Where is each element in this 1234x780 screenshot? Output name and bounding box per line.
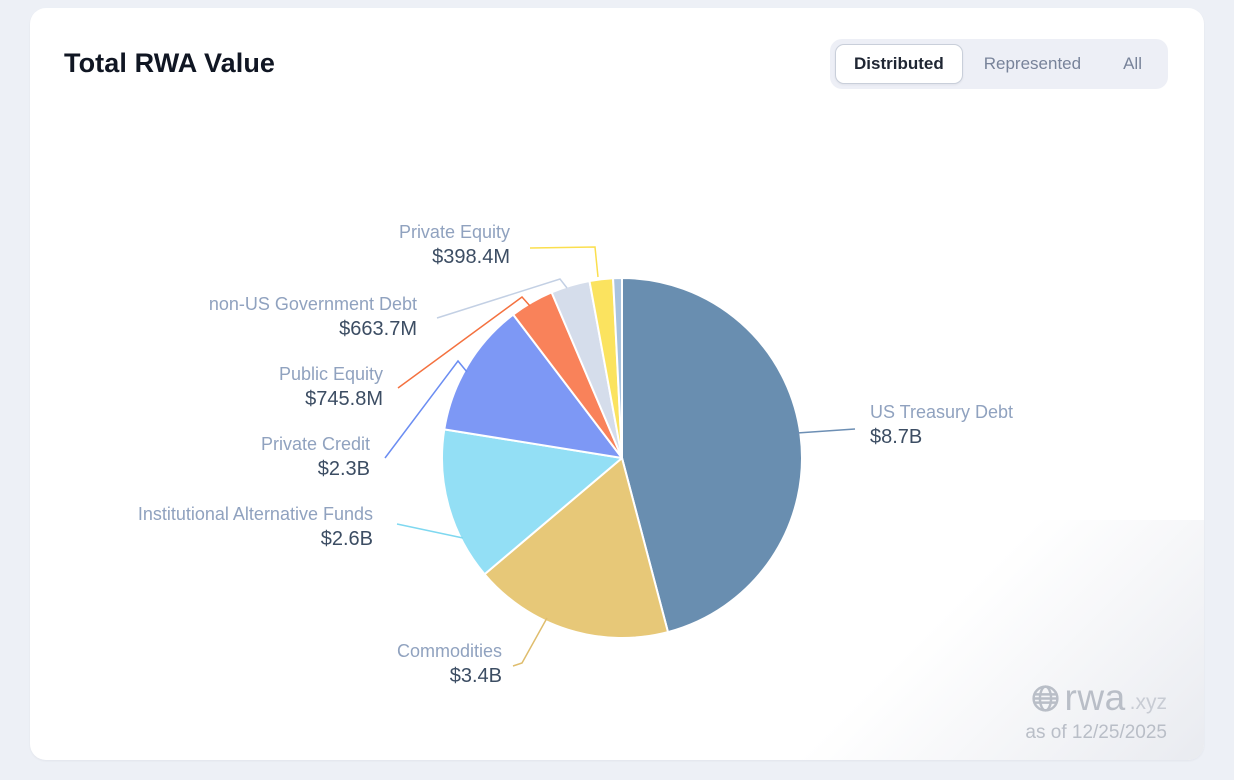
- slice-name: Commodities: [396, 641, 502, 661]
- slice-name: Private Equity: [398, 222, 510, 242]
- pie-slice-unlabeled[interactable]: [612, 276, 623, 459]
- as-of-date: as of 12/25/2025: [1025, 722, 1167, 743]
- pie-slice-private-credit[interactable]: [443, 313, 623, 459]
- callout-private-equity: Private Equity $398.4M: [399, 220, 510, 270]
- leader-line-private-equity: [529, 246, 599, 278]
- globe-icon: [1030, 683, 1061, 714]
- view-toggle: Distributed Represented All: [830, 39, 1168, 89]
- chart-title: Total RWA Value: [64, 48, 276, 78]
- slice-name: Public Equity: [278, 364, 383, 384]
- callout-us-treasury-debt: US Treasury Debt $8.7B: [870, 400, 1013, 450]
- slice-value: $8.7B: [870, 426, 923, 448]
- callout-non-us-government-debt: non-US Government Debt $663.7M: [209, 292, 417, 342]
- slice-name: non-US Government Debt: [208, 294, 417, 314]
- pie-slice-commodities[interactable]: [483, 457, 669, 639]
- toggle-distributed[interactable]: Distributed: [835, 44, 963, 84]
- slice-name: Institutional Alternative Funds: [137, 504, 373, 524]
- pie-slice-us-treasury-debt[interactable]: [621, 277, 803, 634]
- slice-name: US Treasury Debt: [870, 402, 1014, 422]
- slice-value: $398.4M: [432, 246, 510, 268]
- total-rwa-value-card: Total RWA Value Distributed Represented …: [30, 8, 1204, 760]
- leader-line-private-credit: [384, 359, 468, 459]
- rwa-xyz-watermark: rwa .xyz as of 12/25/2025: [1025, 677, 1167, 744]
- callout-institutional-alternative-funds: Institutional Alternative Funds $2.6B: [138, 502, 373, 552]
- brand-suffix-text: .xyz: [1129, 691, 1167, 714]
- callout-commodities: Commodities $3.4B: [397, 639, 502, 689]
- leader-line-institutional-alternative-funds: [396, 523, 464, 539]
- slice-name: Private Credit: [260, 434, 370, 454]
- slice-value: $745.8M: [305, 388, 383, 410]
- slice-value: $3.4B: [449, 665, 502, 687]
- toggle-represented[interactable]: Represented: [963, 44, 1102, 84]
- pie-chart: [384, 246, 856, 667]
- toggle-all[interactable]: All: [1102, 44, 1163, 84]
- leader-line-non-us-government-debt: [436, 278, 568, 319]
- pie-slice-institutional-alternative-funds[interactable]: [441, 428, 623, 576]
- slice-value: $2.3B: [317, 458, 370, 480]
- leader-line-commodities: [512, 617, 548, 667]
- slice-value: $2.6B: [320, 528, 373, 550]
- slice-value: $663.7M: [339, 318, 417, 340]
- callout-public-equity: Public Equity $745.8M: [279, 362, 383, 412]
- callout-private-credit: Private Credit $2.3B: [261, 432, 370, 482]
- leader-line-public-equity: [397, 295, 531, 389]
- leader-line-us-treasury-debt: [796, 428, 856, 434]
- brand-text: rwa: [1064, 677, 1126, 718]
